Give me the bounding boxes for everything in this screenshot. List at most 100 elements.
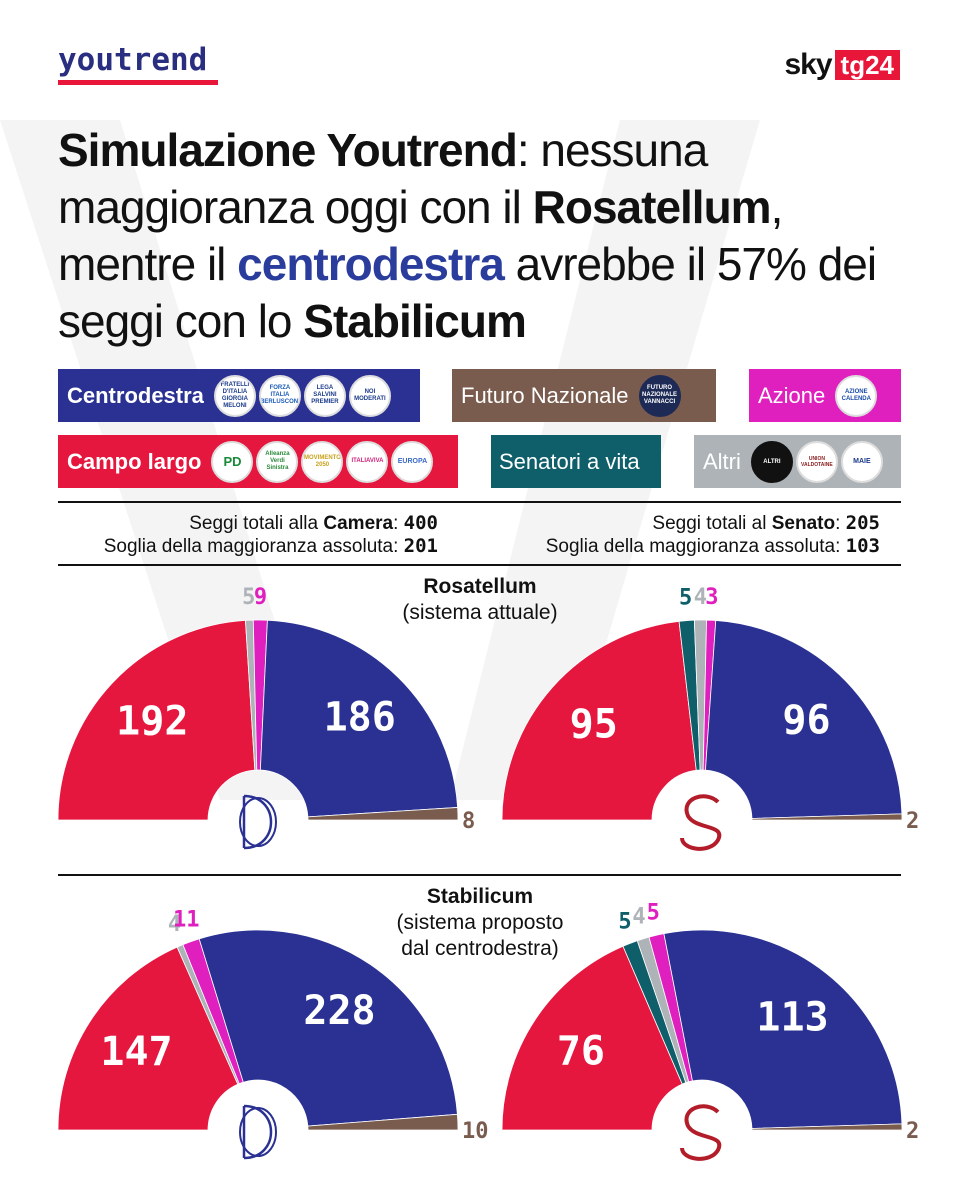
seat-label-centrodestra: 96 bbox=[782, 697, 830, 743]
skytg24-logo: sky tg24 bbox=[784, 48, 900, 82]
seat-label-azione: 11 bbox=[173, 907, 200, 932]
seat-label-futuro-nazionale: 10 bbox=[462, 1119, 489, 1144]
rosatellum-heading: Rosatellum (sistema attuale) bbox=[330, 574, 630, 626]
seat-label-azione: 5 bbox=[647, 901, 660, 926]
camera-majority-value: 201 bbox=[403, 535, 438, 557]
stabilicum-heading: Stabilicum (sistema proposto dal centrod… bbox=[330, 884, 630, 962]
seat-label-altri: 4 bbox=[168, 912, 181, 937]
azione-logos: AZIONE CALENDA bbox=[835, 374, 878, 417]
legend-azione-label: Azione bbox=[758, 382, 826, 408]
campo-largo-party-logos: PD Alleanza Verdi Sinistra MOVIMENTO 205… bbox=[211, 440, 434, 483]
headline-centrodestra: centrodestra bbox=[237, 238, 505, 290]
seat-label-centrodestra: 228 bbox=[303, 988, 375, 1034]
senato-total-line: Seggi totali al Senato: 205 bbox=[480, 512, 880, 535]
centrodestra-party-logos: FRATELLI D'ITALIA GIORGIA MELONI FORZA I… bbox=[213, 374, 391, 417]
m5s-logo: MOVIMENTO 2050 bbox=[301, 440, 344, 483]
pd-logo: PD bbox=[211, 440, 254, 483]
seat-segment-futuro-nazionale bbox=[307, 1113, 459, 1131]
legend-centrodestra-label: Centrodestra bbox=[67, 382, 204, 408]
piu-europa-logo: EUROPA bbox=[391, 440, 434, 483]
sky-wordmark: sky bbox=[784, 48, 832, 81]
senato-total-prefix: Seggi totali al bbox=[652, 513, 772, 534]
legend-futuro-nazionale: Futuro Nazionale FUTURO NAZIONALE VANNAC… bbox=[452, 369, 716, 422]
altri-logo-1: ALTRI bbox=[750, 440, 793, 483]
senato-majority-value: 103 bbox=[845, 535, 880, 557]
youtrend-logo: youtrend bbox=[58, 42, 208, 78]
legend-campo-largo: Campo largo PD Alleanza Verdi Sinistra M… bbox=[58, 435, 458, 488]
camera-label: Camera bbox=[323, 513, 394, 534]
senato-total-value: 205 bbox=[845, 512, 880, 534]
headline: Simulazione Youtrend: nessuna maggioranz… bbox=[58, 122, 918, 350]
senato-majority-prefix: Soglia della maggioranza assoluta: bbox=[545, 536, 846, 557]
headline-bold-rosatellum: Rosatellum bbox=[532, 181, 772, 233]
divider-middle-2 bbox=[58, 874, 901, 876]
headline-bold-stabilicum: Stabilicum bbox=[303, 295, 527, 347]
seat-segment-centrodestra bbox=[705, 620, 903, 819]
legend-senatori-a-vita-label: Senatori a vita bbox=[499, 448, 640, 474]
seat-label-campo-largo: 95 bbox=[570, 702, 618, 748]
legend-azione: Azione AZIONE CALENDA bbox=[749, 369, 901, 422]
rosatellum-subtitle: (sistema attuale) bbox=[402, 601, 558, 624]
stabilicum-title: Stabilicum bbox=[426, 885, 534, 908]
seat-segment-campo-largo bbox=[501, 620, 697, 821]
legend-centrodestra: Centrodestra FRATELLI D'ITALIA GIORGIA M… bbox=[58, 369, 420, 422]
camera-emblem-icon bbox=[239, 1104, 277, 1160]
seat-segment-campo-largo bbox=[57, 619, 256, 821]
senato-seat-info: Seggi totali al Senato: 205 Soglia della… bbox=[480, 512, 880, 558]
headline-bold-1: Simulazione Youtrend bbox=[58, 124, 518, 176]
seat-label-altri: 4 bbox=[694, 585, 707, 610]
youtrend-logo-underline bbox=[58, 80, 218, 85]
hemicycle-rosatellum-camera: 192 186 59 8 bbox=[57, 585, 475, 850]
headline-text-2: : nessuna maggioranza oggi con il bbox=[58, 124, 708, 233]
seat-label-futuro-nazionale: 2 bbox=[906, 1119, 919, 1144]
camera-total-sep: : bbox=[393, 513, 404, 534]
seat-segment-centrodestra bbox=[198, 929, 458, 1127]
seat-label-campo-largo: 147 bbox=[100, 1029, 172, 1075]
camera-total-value: 400 bbox=[403, 512, 438, 534]
legend-campo-largo-label: Campo largo bbox=[67, 448, 202, 474]
senato-label: Senato bbox=[771, 513, 836, 534]
stabilicum-subtitle-1: (sistema proposto bbox=[396, 911, 564, 934]
camera-majority-prefix: Soglia della maggioranza assoluta: bbox=[103, 536, 404, 557]
camera-total-line: Seggi totali alla Camera: 400 bbox=[58, 512, 438, 535]
seat-segment-campo-largo bbox=[501, 945, 683, 1131]
maie-logo: MAIE bbox=[840, 440, 883, 483]
legend-altri-label: Altri bbox=[703, 448, 741, 474]
seat-segment-futuro-nazionale bbox=[307, 807, 459, 821]
seat-label-altri: 4 bbox=[632, 904, 645, 929]
divider-top bbox=[58, 501, 901, 503]
senato-emblem-icon bbox=[680, 1104, 722, 1161]
hemicycle-rosatellum-senato: 95 96 5 43 2 bbox=[501, 585, 919, 851]
seat-segment-centrodestra bbox=[663, 929, 903, 1129]
legend-futuro-nazionale-label: Futuro Nazionale bbox=[461, 382, 629, 408]
headline-text-4: , mentre il bbox=[58, 181, 783, 290]
seat-label-altri: 5 bbox=[242, 585, 255, 610]
seat-label-campo-largo: 192 bbox=[116, 699, 188, 745]
seat-label-centrodestra: 186 bbox=[324, 695, 396, 741]
noi-moderati-logo: NOI MODERATI bbox=[348, 374, 391, 417]
camera-majority-line: Soglia della maggioranza assoluta: 201 bbox=[58, 535, 438, 558]
altri-party-logos: ALTRI UNION VALDOTAINE MAIE bbox=[750, 440, 883, 483]
italia-viva-logo: ITALIAVIVA bbox=[346, 440, 389, 483]
seat-label-centrodestra: 113 bbox=[756, 995, 828, 1041]
seat-segment-futuro-nazionale bbox=[751, 813, 903, 821]
camera-seat-info: Seggi totali alla Camera: 400 Soglia del… bbox=[58, 512, 438, 558]
seat-label-senatori-a-vita: 5 bbox=[618, 909, 631, 934]
divider-middle-1 bbox=[58, 564, 901, 566]
avs-logo: Alleanza Verdi Sinistra bbox=[256, 440, 299, 483]
futuro-nazionale-logos: FUTURO NAZIONALE VANNACCI bbox=[638, 374, 681, 417]
seat-segment-campo-largo bbox=[57, 946, 239, 1131]
union-valdotaine-logo: UNION VALDOTAINE bbox=[795, 440, 838, 483]
seat-label-campo-largo: 76 bbox=[557, 1028, 605, 1074]
senato-majority-line: Soglia della maggioranza assoluta: 103 bbox=[480, 535, 880, 558]
seat-label-azione: 3 bbox=[705, 585, 718, 610]
fdi-logo: FRATELLI D'ITALIA GIORGIA MELONI bbox=[213, 374, 256, 417]
hemicycle-stabilicum-senato: 76 113 5 4 5 2 bbox=[501, 901, 919, 1161]
headline-text-6: avrebbe il 57% dei seggi con lo bbox=[58, 238, 877, 347]
seat-segment-futuro-nazionale bbox=[751, 1123, 903, 1131]
futuro-nazionale-logo: FUTURO NAZIONALE VANNACCI bbox=[638, 374, 681, 417]
lega-logo: LEGA SALVINI PREMIER bbox=[303, 374, 346, 417]
forza-italia-logo: FORZA ITALIA BERLUSCONI bbox=[258, 374, 301, 417]
senato-total-sep: : bbox=[835, 513, 846, 534]
